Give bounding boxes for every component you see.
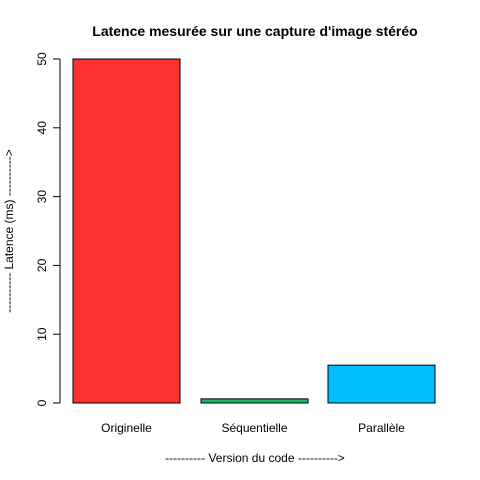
bars-group xyxy=(72,58,436,404)
x-tick-label: Parallèle xyxy=(358,421,405,435)
y-tick-label: 0 xyxy=(35,399,49,406)
chart-title: Latence mesurée sur une capture d'image … xyxy=(92,23,417,39)
bar-2 xyxy=(200,398,309,404)
x-tick-label: Originelle xyxy=(101,421,152,435)
y-tick-label: 40 xyxy=(35,121,49,135)
x-tick-label: Séquentielle xyxy=(221,421,287,435)
y-tick-label: 30 xyxy=(35,190,49,204)
y-tick-label: 10 xyxy=(35,327,49,341)
y-axis: 0 10 20 30 40 50 xyxy=(35,52,61,406)
bar-1 xyxy=(72,58,181,404)
y-tick-label: 50 xyxy=(35,52,49,66)
y-tick-label: 20 xyxy=(35,258,49,272)
x-axis-label: ---------- Version du code ----------> xyxy=(165,451,345,465)
y-axis-label: ---------- Latence (ms) ----------> xyxy=(2,149,16,313)
x-tick-labels: Originelle Séquentielle Parallèle xyxy=(101,421,405,435)
bar-3 xyxy=(327,364,436,404)
